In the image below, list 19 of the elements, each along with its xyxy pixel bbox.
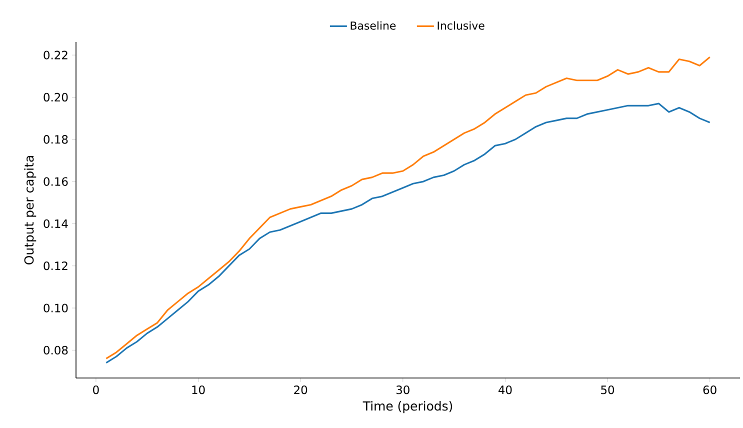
y-tick-label: 0.08 [44, 346, 68, 354]
y-tick-label: 0.12 [44, 262, 68, 270]
x-tick-label: 20 [294, 386, 308, 394]
legend-label: Baseline [350, 21, 396, 30]
x-axis-title: Time (periods) [362, 401, 452, 414]
x-tick-label: 50 [601, 386, 614, 394]
y-axis-title: Output per capita [24, 156, 36, 264]
y-tick-label: 0.10 [44, 304, 68, 312]
x-tick-label: 60 [703, 386, 716, 394]
y-tick-label: 0.22 [44, 50, 68, 60]
x-tick-label: 0 [93, 386, 99, 394]
x-tick-label: 10 [192, 386, 205, 394]
x-tick-label: 40 [498, 386, 512, 394]
legend-label: Inclusive [438, 21, 484, 30]
y-tick-label: 0.18 [44, 135, 68, 144]
y-tick-label: 0.16 [44, 177, 68, 186]
y-tick-label: 0.14 [44, 219, 68, 228]
x-tick-label: 30 [396, 386, 410, 394]
y-tick-label: 0.20 [44, 92, 68, 102]
